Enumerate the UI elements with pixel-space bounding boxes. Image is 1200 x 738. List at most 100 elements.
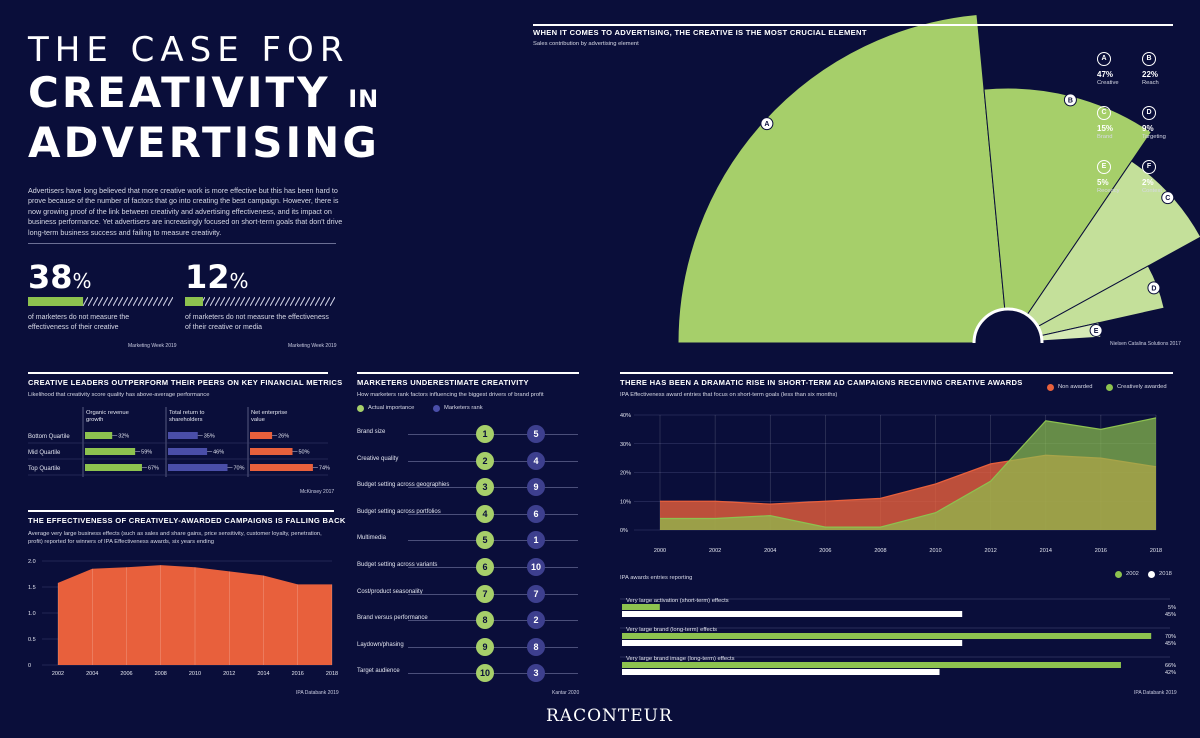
leaders-bar-2-1 [250,448,293,455]
legend-nonawarded-label: Non awarded [1058,384,1093,390]
rank-factor-7: Brand versus performance [357,615,428,622]
ipa-bar-0-1 [622,633,1152,639]
st-xtick-2: 2004 [764,548,776,554]
pie-legend-letter-c: C [1097,106,1111,120]
effect-ytick-1: 0.5 [28,637,36,643]
rank-actual-2: 3 [476,478,494,497]
shortterm-subtitle: IPA Effectiveness award entries that foc… [620,392,838,398]
ipa-value-1-0: 45% [1165,612,1176,618]
st-ytick-0: 0% [620,528,628,534]
rank-factor-3: Budget setting across portfolios [357,508,441,515]
legend-2018-label: 2018 [1159,571,1172,577]
legend-2002-dot [1115,571,1122,578]
rank-factor-9: Target audience [357,668,400,675]
leaders-bar-2-0 [250,432,273,439]
pie-legend-label-a: Creative [1097,80,1119,86]
rank-marketers-5: 10 [527,558,545,576]
raconteur-logo: RACONTEUR [546,706,673,726]
shortterm-chart: 0% 10% 20% 30% 40% 2000 2002 2004 2006 2008 2010 20… [620,413,1162,554]
leaders-col-header-0: Organic revenue growth [86,410,129,423]
stat-1-number: 38 [28,258,73,296]
effect-xtick-8: 2018 [326,671,338,677]
leaders-bar-1-2 [168,464,228,471]
rank-factor-0: Brand size [357,429,386,435]
pie-marker-letter-b: B [1068,97,1073,104]
rank-marketers-4: 1 [527,531,545,550]
leaders-col-header-1: Total return to shareholders [169,410,204,423]
stat-1-track [28,297,173,306]
pie-hub-mask [968,343,1048,350]
legend-2002-label: 2002 [1126,571,1139,577]
ipa-label-0: Very large activation (short-term) effec… [626,598,729,604]
pie-legend-label-f: Context [1142,188,1162,194]
leaders-bar-label-2-2: 74% [319,466,330,472]
rank-factor-2: Budget setting across geographies [357,482,450,489]
effect-xtick-5: 2012 [223,671,235,677]
effect-xtick-2: 2006 [120,671,132,677]
stat-1-text: of marketers do not measure the effectiv… [28,314,130,331]
legend-actual-dot [357,405,364,412]
st-ytick-3: 30% [620,442,631,448]
pie-marker-d [1147,281,1161,295]
st-xtick-9: 2018 [1150,548,1162,554]
pie-legend-label-c: Brand [1097,134,1113,140]
ipa-source: IPA Databank 2019 [1134,690,1177,696]
pie-rule [533,24,1173,26]
rank-marketers-2: 9 [527,478,545,497]
rank-marketers-9: 3 [527,664,545,683]
pie-marker-a [760,117,774,131]
leaders-chart: Organic revenue growth Total return to shar… [28,407,330,477]
effect-ytick-4: 2.0 [28,559,36,565]
stat-1-unit: % [72,269,92,293]
legend-actual-label: Actual importance [368,405,415,411]
leaders-bar-label-2-0: 26% [278,434,289,440]
pie-legend-letter-f: F [1142,160,1156,174]
stat-2-number: 12 [185,258,230,296]
rank-actual-7: 8 [476,611,494,630]
rank-marketers-7: 2 [527,611,545,630]
ipa-title: IPA awards entries reporting [620,575,693,581]
pie-marker-e [1089,323,1103,337]
leaders-bar-label-0-2: 67% [148,466,159,472]
ipa-bar-0-2 [622,662,1121,668]
rank-factor-4: Multimedia [357,535,387,542]
effect-ytick-2: 1.0 [28,611,36,617]
pie-legend-value-c: 15% [1097,124,1114,133]
st-xtick-1: 2002 [709,548,721,554]
rank-marketers-8: 8 [527,637,545,656]
effectiveness-subtitle: Average very large business effects (suc… [28,531,322,545]
stat-1-fill [28,297,84,306]
pie-legend-letter-a: A [1097,52,1111,66]
st-xtick-4: 2008 [874,548,886,554]
effect-xtick-7: 2016 [292,671,304,677]
pie-title: WHEN IT COMES TO ADVERTISING, THE CREATI… [533,28,867,37]
stat-2-source: Marketing Week 2019 [288,343,337,349]
legend-nonawarded-dot [1047,384,1054,391]
leaders-title: CREATIVE LEADERS OUTPERFORM THEIR PEERS … [28,378,343,387]
pie-legend-letter-d: D [1142,106,1156,120]
shortterm-title: THERE HAS BEEN A DRAMATIC RISE IN SHORT-… [620,378,1023,387]
effect-area [58,565,332,665]
stat-2-text: of marketers do not measure the effectiv… [185,314,329,331]
rank-factor-6: Cost/product seasonality [357,588,423,595]
stat-2-unit: % [229,269,249,293]
ipa-label-2: Very large brand image (long-term) effec… [626,656,735,662]
st-ytick-2: 20% [620,471,631,477]
effectiveness-source: IPA Databank 2019 [296,690,339,696]
rank-actual-4: 5 [476,531,494,550]
rank-actual-9: 10 [476,664,494,683]
stat-1-value: 38% [28,258,92,296]
divider [28,243,336,244]
rank-factor-8: Laydown/phasing [357,641,404,648]
effect-xtick-1: 2004 [86,671,98,677]
pie-legend-value-e: 5% [1097,178,1109,187]
ipa-bar-1-1 [622,640,963,646]
rank-source: Kantar 2020 [552,690,580,696]
leaders-row-label-0: Bottom Quartile [28,434,70,440]
st-ytick-4: 40% [620,413,631,419]
title-line-3: ADVERTISING [28,118,380,167]
leaders-bar-2-2 [250,464,313,471]
pie-legend-letter-e: E [1097,160,1111,174]
ipa-value-0-0: 5% [1168,605,1176,611]
title-line-1: THE CASE FOR [28,30,350,70]
